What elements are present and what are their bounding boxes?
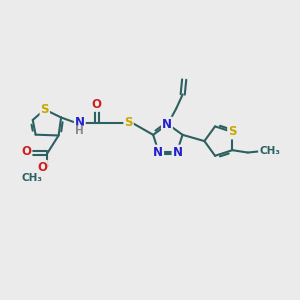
Text: N: N [172,146,182,159]
Text: S: S [124,116,133,129]
Text: N: N [75,116,85,129]
Text: CH₃: CH₃ [259,146,280,156]
Text: N: N [162,118,172,130]
Text: CH₃: CH₃ [21,173,42,183]
Text: O: O [37,161,47,174]
Text: H: H [76,126,84,136]
Text: N: N [153,146,163,159]
Text: S: S [40,103,49,116]
Text: O: O [92,98,102,111]
Text: S: S [228,125,237,139]
Text: O: O [22,145,32,158]
